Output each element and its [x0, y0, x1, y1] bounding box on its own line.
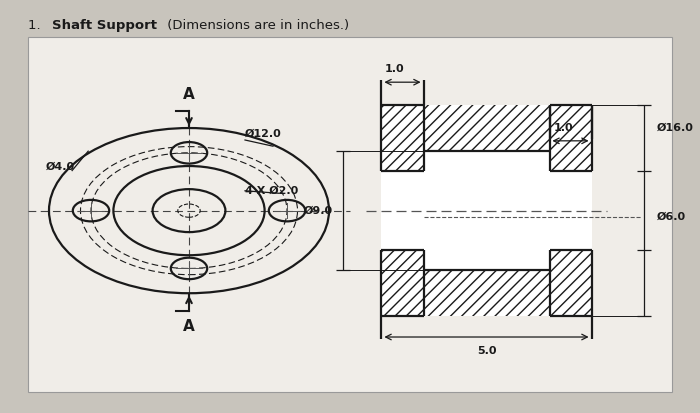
Text: Ø4.0: Ø4.0	[46, 162, 75, 172]
FancyBboxPatch shape	[28, 37, 672, 392]
Text: Ø16.0: Ø16.0	[657, 123, 694, 133]
Text: A: A	[183, 88, 195, 102]
Bar	[382, 211, 423, 316]
Bar	[424, 270, 550, 316]
Bar	[424, 151, 550, 270]
Text: A: A	[183, 319, 195, 334]
Text: 1.0: 1.0	[554, 123, 573, 133]
Bar	[550, 211, 592, 316]
Text: Ø6.0: Ø6.0	[657, 212, 686, 222]
Bar	[382, 171, 592, 250]
Text: Shaft Support: Shaft Support	[52, 19, 158, 31]
Bar	[382, 105, 423, 211]
Text: 1.: 1.	[28, 19, 49, 31]
Bar	[424, 105, 550, 151]
Text: (Dimensions are in inches.): (Dimensions are in inches.)	[163, 19, 349, 31]
Text: 4 X Ø2.0: 4 X Ø2.0	[245, 186, 298, 196]
Text: Ø12.0: Ø12.0	[245, 129, 281, 139]
Bar	[550, 105, 592, 211]
Text: 5.0: 5.0	[477, 346, 496, 356]
Text: 1.0: 1.0	[384, 64, 404, 74]
Text: Ø9.0: Ø9.0	[303, 206, 332, 216]
